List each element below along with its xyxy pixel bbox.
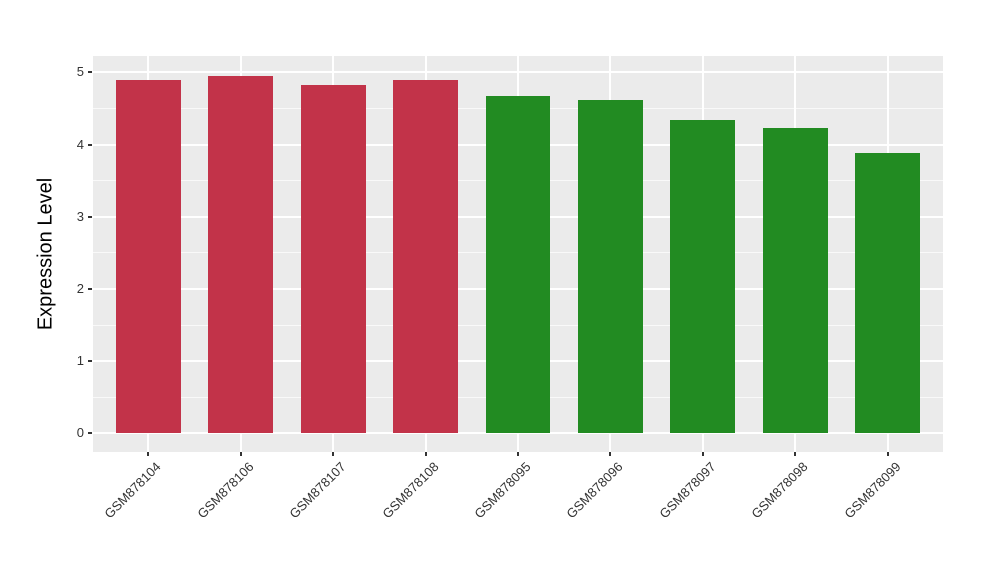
x-tick-label-GSM878096: GSM878096 [563, 459, 627, 522]
bar-GSM878104 [116, 79, 181, 434]
x-tick-label-GSM878097: GSM878097 [656, 459, 719, 522]
x-tick-label-GSM878098: GSM878098 [748, 459, 811, 522]
x-tick-mark-GSM878107 [332, 452, 335, 456]
y-tick-mark-0 [88, 432, 92, 435]
bar-GSM878099 [855, 153, 920, 434]
x-tick-label-GSM878107: GSM878107 [286, 459, 349, 522]
bar-GSM878106 [208, 75, 274, 434]
y-tick-label-3: 3 [76, 208, 84, 224]
bar-GSM878096 [578, 99, 643, 434]
x-tick-label-GSM878104: GSM878104 [101, 459, 165, 522]
bar-GSM878095 [485, 96, 551, 434]
y-tick-label-5: 5 [76, 64, 84, 80]
x-tick-mark-GSM878108 [424, 452, 427, 456]
x-tick-label-GSM878106: GSM878106 [194, 459, 257, 522]
y-tick-mark-1 [88, 360, 92, 363]
y-tick-mark-2 [88, 287, 92, 290]
y-tick-mark-3 [88, 215, 92, 218]
y-tick-label-1: 1 [76, 353, 84, 369]
y-tick-label-4: 4 [76, 136, 84, 152]
x-tick-label-GSM878095: GSM878095 [471, 459, 534, 522]
y-axis-title: Expression Level [34, 177, 57, 331]
y-tick-mark-5 [88, 71, 92, 74]
x-tick-label-GSM878108: GSM878108 [378, 459, 442, 522]
bar-GSM878097 [670, 119, 736, 434]
bar-GSM878107 [300, 85, 366, 434]
y-tick-mark-4 [88, 143, 92, 146]
x-tick-mark-GSM878097 [701, 452, 704, 456]
bar-GSM878108 [393, 79, 458, 434]
x-tick-label-GSM878099: GSM878099 [840, 459, 904, 522]
bar-GSM878098 [762, 127, 828, 434]
x-tick-mark-GSM878096 [609, 452, 612, 456]
plot-panel [93, 56, 943, 452]
y-tick-label-0: 0 [76, 425, 84, 441]
x-tick-mark-GSM878099 [886, 452, 889, 456]
x-tick-mark-GSM878095 [517, 452, 519, 456]
x-tick-mark-GSM878106 [239, 452, 242, 456]
y-tick-label-2: 2 [76, 280, 84, 296]
x-tick-mark-GSM878104 [147, 452, 150, 456]
x-tick-mark-GSM878098 [794, 452, 797, 456]
